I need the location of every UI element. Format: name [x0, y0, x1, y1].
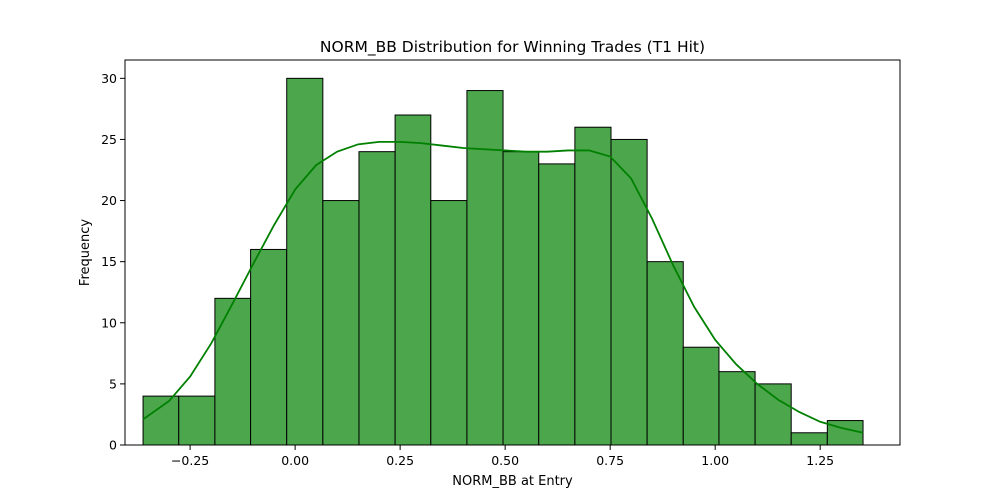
- y-tick-label: 0: [109, 438, 117, 453]
- histogram-bar: [430, 200, 468, 446]
- x-tick-label: 0.00: [281, 453, 309, 468]
- y-tick-label: 5: [109, 376, 117, 391]
- y-tick-label: 20: [101, 193, 117, 208]
- x-tick-label: 1.25: [806, 453, 834, 468]
- x-tick-label: 0.25: [386, 453, 414, 468]
- histogram-bar: [790, 432, 828, 446]
- x-axis-label: NORM_BB at Entry: [452, 474, 573, 489]
- histogram-bar: [394, 114, 432, 446]
- x-tick-label: 0.50: [491, 453, 519, 468]
- histogram-bar: [538, 163, 576, 446]
- histogram-bar: [466, 90, 504, 446]
- histogram-bar: [682, 346, 720, 446]
- x-tick-label: 0.75: [596, 453, 624, 468]
- chart-title: NORM_BB Distribution for Winning Trades …: [320, 38, 705, 57]
- histogram-bar: [178, 395, 216, 446]
- y-axis: 0 5 10 15 20 25 30: [101, 71, 125, 453]
- y-tick-label: 30: [101, 71, 117, 86]
- x-tick-label: 1.00: [701, 453, 729, 468]
- y-tick-label: 15: [101, 254, 117, 269]
- x-axis: −0.25 0.00 0.25 0.50 0.75 1.00 1.25: [171, 445, 834, 468]
- plot-frame: [124, 59, 901, 446]
- y-axis-label: Frequency: [78, 219, 93, 286]
- histogram-bar: [754, 383, 792, 446]
- histogram-bar: [250, 248, 288, 446]
- histogram-bar: [502, 151, 540, 446]
- y-tick-label: 10: [101, 315, 117, 330]
- histogram-bar: [718, 371, 756, 446]
- histogram-bar: [574, 126, 612, 446]
- histogram-bar: [142, 395, 180, 446]
- kde-curve: [142, 140, 864, 434]
- y-tick-label: 25: [101, 132, 117, 147]
- histogram-bar: [646, 261, 684, 446]
- histogram-bar: [214, 297, 252, 446]
- histogram-bar: [610, 138, 648, 446]
- histogram-bar: [286, 77, 324, 446]
- histogram-bar: [322, 200, 360, 446]
- bars-group: [142, 77, 864, 446]
- x-tick-label: −0.25: [171, 453, 209, 468]
- histogram-bar: [826, 420, 864, 446]
- histogram-bar: [358, 151, 396, 446]
